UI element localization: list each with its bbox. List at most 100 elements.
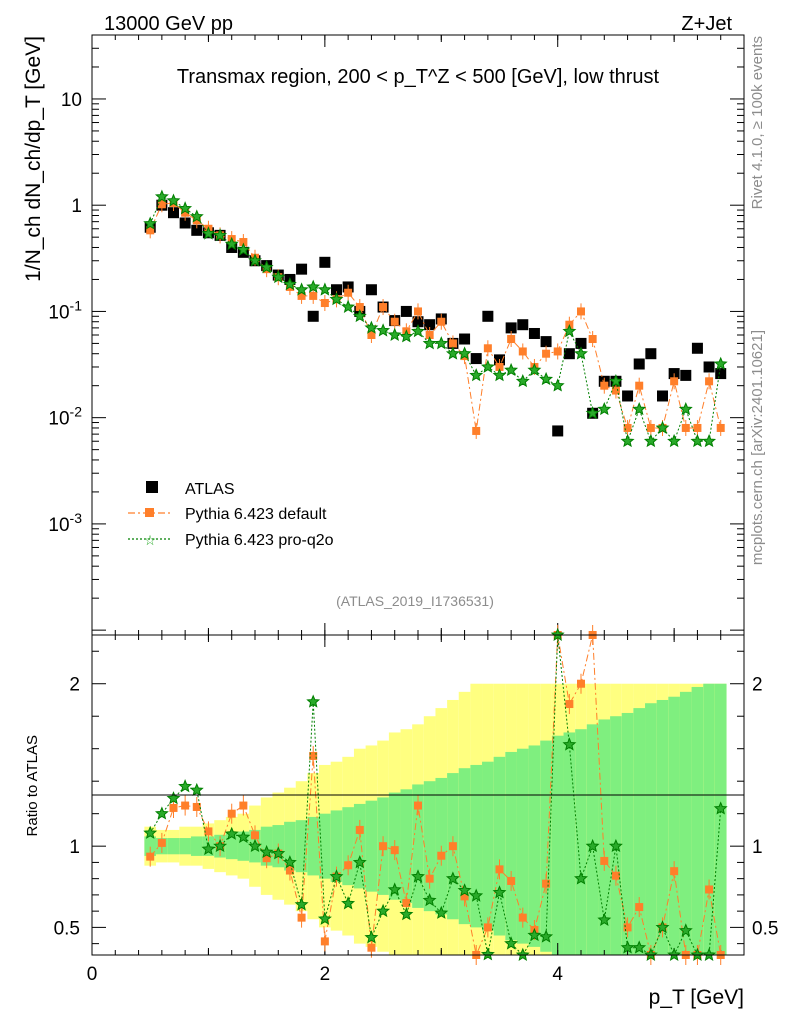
default-point: [693, 423, 702, 432]
proq2o-ratio-point: [445, 871, 460, 885]
default-point: [390, 317, 399, 326]
proq2o-point: [213, 228, 228, 242]
default-point: [681, 423, 690, 432]
ratio-band-inner: [458, 768, 471, 925]
y-axis-label: 1/N_ch dN_ch/dp_T [GeV]: [22, 36, 45, 282]
proq2o-ratio-point: [655, 920, 670, 934]
ratio-axis-label: Ratio to ATLAS: [24, 735, 41, 836]
ratio-band-inner: [633, 708, 646, 955]
proq2o-point: [550, 378, 565, 392]
default-ratio-point: [611, 871, 620, 880]
proq2o-point: [457, 346, 472, 360]
default-point: [472, 426, 481, 435]
x-axis-label: p_T [GeV]: [649, 986, 744, 1009]
ratio-tick-label-right: 2: [752, 675, 763, 696]
proq2o-point: [690, 433, 705, 448]
default-point: [670, 377, 679, 386]
proq2o-point: [236, 242, 251, 256]
atlas-point: [517, 319, 529, 331]
proq2o-ratio-point: [352, 855, 367, 869]
default-ratio-point: [670, 867, 679, 876]
x-tick-label: 0: [87, 964, 98, 985]
main-panel-series: [143, 189, 728, 448]
proq2o-point: [178, 201, 193, 215]
ratio-band-inner: [237, 831, 250, 861]
ratio-band-inner: [365, 800, 378, 892]
atlas-point: [575, 337, 587, 349]
atlas-point: [400, 305, 412, 317]
ratio-band-inner: [330, 810, 343, 882]
default-ratio-point: [367, 943, 376, 952]
default-point: [425, 331, 434, 339]
proq2o-ratio-point: [713, 801, 728, 815]
atlas-point: [179, 217, 191, 229]
default-point: [507, 335, 516, 344]
default-point: [309, 291, 318, 300]
ratio-band-inner: [307, 816, 320, 876]
legend-marker-default: [145, 508, 154, 517]
proq2o-ratio-point: [469, 888, 484, 902]
atlas-point: [168, 207, 179, 219]
header-right: Z+Jet: [681, 13, 732, 35]
default-point: [379, 303, 388, 312]
proq2o-point: [399, 329, 414, 343]
proq2o-ratio-point: [387, 882, 402, 896]
default-ratio-point: [460, 892, 469, 901]
proq2o-point: [434, 336, 449, 350]
y-tick-label: 10-2: [48, 404, 82, 430]
atlas-point: [691, 342, 703, 354]
ratio-tick-label-right: 0.5: [752, 918, 778, 939]
proq2o-ratio-point: [667, 947, 682, 961]
ratio-band-inner: [284, 821, 296, 871]
default-ratio-point: [204, 827, 213, 836]
analysis-id: (ATLAS_2019_I1736531): [336, 593, 494, 609]
proq2o-point: [469, 368, 484, 382]
proq2o-point: [632, 402, 647, 416]
ratio-band-inner: [551, 735, 564, 955]
ratio-band-inner: [190, 836, 203, 856]
proq2o-point: [364, 320, 379, 334]
proq2o-ratio-point: [632, 940, 647, 954]
ratio-band-inner: [656, 699, 669, 955]
default-ratio-point: [262, 854, 271, 863]
default-ratio-point: [705, 885, 714, 894]
default-point: [414, 307, 422, 316]
proq2o-ratio-point: [411, 869, 425, 883]
default-ratio-point: [414, 801, 422, 810]
ratio-band-inner: [423, 781, 436, 912]
proq2o-ratio-point: [201, 841, 216, 856]
proq2o-point: [539, 371, 554, 386]
atlas-point: [296, 263, 308, 275]
default-ratio-point: [320, 937, 329, 946]
proq2o-point: [329, 292, 344, 306]
atlas-point: [715, 368, 727, 380]
proq2o-ratio-point: [248, 838, 262, 853]
y-tick-label: 10-1: [48, 297, 82, 323]
proq2o-ratio-point: [608, 838, 623, 853]
default-ratio-point: [379, 842, 388, 851]
proq2o-ratio-point: [364, 930, 379, 944]
proq2o-point: [574, 346, 588, 360]
default-point: [553, 347, 562, 356]
atlas-point: [505, 322, 517, 334]
rivet-version-text: Rivet 4.1.0, ≥ 100k events: [749, 36, 766, 209]
proq2o-point: [480, 359, 495, 373]
proq2o-ratio-point: [504, 936, 519, 950]
proq2o-ratio-point: [294, 897, 309, 911]
proq2o-point: [294, 282, 309, 296]
legend: ATLAS Pythia 6.423 default ☆ Pythia 6.42…: [128, 481, 334, 549]
ratio-band-inner: [470, 764, 483, 928]
default-ratio-point: [251, 831, 259, 840]
ratio-band-inner: [400, 789, 413, 904]
proq2o-point: [306, 279, 321, 293]
proq2o-point: [352, 309, 367, 323]
default-point: [367, 331, 376, 339]
default-point: [355, 303, 364, 312]
default-ratio-point: [239, 801, 248, 810]
series-line-2: [149, 196, 722, 444]
proq2o-point: [271, 269, 286, 284]
proq2o-ratio-point: [341, 896, 356, 910]
atlas-point: [226, 241, 238, 253]
ratio-band-inner: [645, 703, 657, 955]
